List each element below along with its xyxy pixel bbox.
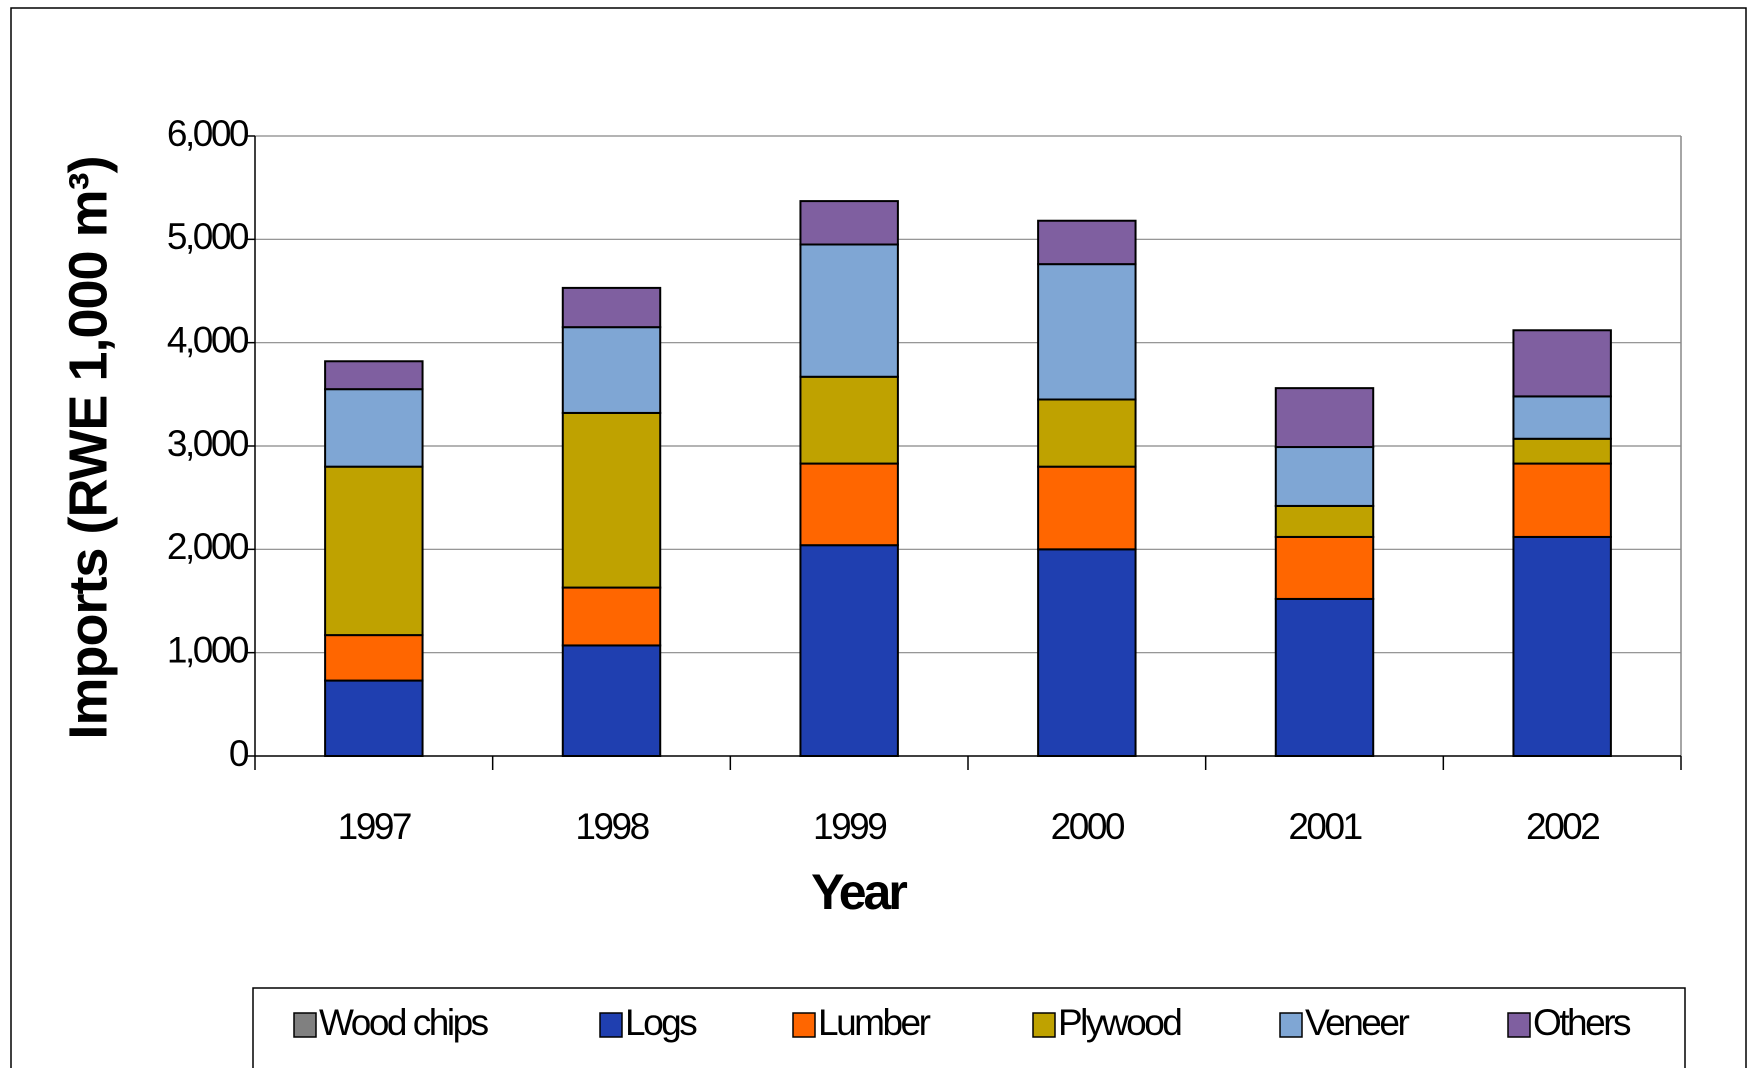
x-tick-label: 2002 — [1526, 806, 1599, 847]
bar-segment — [1037, 465, 1137, 551]
x-tick-label: 2001 — [1288, 806, 1361, 847]
legend-label: Lumber — [818, 1002, 931, 1043]
legend-label: Others — [1533, 1002, 1631, 1043]
bar-segment — [1274, 387, 1375, 449]
bar-segment — [561, 326, 662, 414]
bar-segment — [1274, 597, 1375, 758]
y-tick-label: 2,000 — [167, 526, 249, 567]
legend-swatch — [599, 1012, 623, 1038]
x-axis-label: Year — [811, 864, 907, 920]
bar-segment — [799, 243, 899, 378]
bar-segment — [1037, 263, 1137, 401]
legend-label: Wood chips — [319, 1002, 489, 1043]
legend-label: Plywood — [1058, 1002, 1181, 1043]
bar-segment — [1512, 395, 1612, 440]
y-tick-label: 1,000 — [167, 629, 249, 670]
bar-segment — [1512, 535, 1612, 758]
legend-label: Veneer — [1305, 1002, 1409, 1043]
legend-swatch — [792, 1012, 816, 1038]
bar-segment — [1037, 219, 1137, 266]
legend-swatch — [1032, 1012, 1056, 1038]
bar-segment — [1274, 504, 1375, 538]
bar-segment — [799, 544, 899, 758]
y-tick-label: 4,000 — [167, 319, 249, 360]
bar-segment — [1512, 437, 1612, 465]
bar-segment — [1512, 462, 1612, 538]
legend-label: Logs — [625, 1002, 697, 1043]
bar-segment — [561, 586, 662, 647]
x-tick-label: 1997 — [338, 806, 411, 847]
x-tick-label: 1998 — [575, 806, 648, 847]
x-tick-label: 1999 — [813, 806, 886, 847]
bar-segment — [799, 375, 899, 465]
bar-segment — [1274, 535, 1375, 600]
bar-segment — [1037, 398, 1137, 468]
legend-box — [252, 987, 1686, 1068]
bar-segment — [1274, 446, 1375, 507]
bar-segment — [1037, 548, 1137, 757]
bar-segment — [1512, 329, 1612, 398]
y-tick-label: 5,000 — [167, 216, 249, 257]
bar-segment — [799, 200, 899, 246]
bar-segment — [799, 462, 899, 547]
legend-swatch — [293, 1012, 317, 1038]
bar-segment — [324, 465, 424, 637]
bar-segment — [324, 388, 424, 468]
bar-segment — [561, 411, 662, 589]
bar-segment — [324, 634, 424, 682]
bar-segment — [324, 360, 424, 391]
y-tick-label: 3,000 — [167, 423, 249, 464]
bar-segment — [561, 644, 662, 758]
x-tick-label: 2000 — [1051, 806, 1125, 847]
bar-segment — [324, 679, 424, 757]
y-tick-label: 0 — [229, 733, 249, 774]
legend-swatch — [1507, 1012, 1531, 1038]
y-axis-label: Imports (RWE 1,000 m³) — [58, 156, 118, 739]
bar-segment — [561, 286, 662, 329]
y-tick-label: 6,000 — [167, 113, 249, 154]
legend-swatch — [1279, 1012, 1303, 1038]
